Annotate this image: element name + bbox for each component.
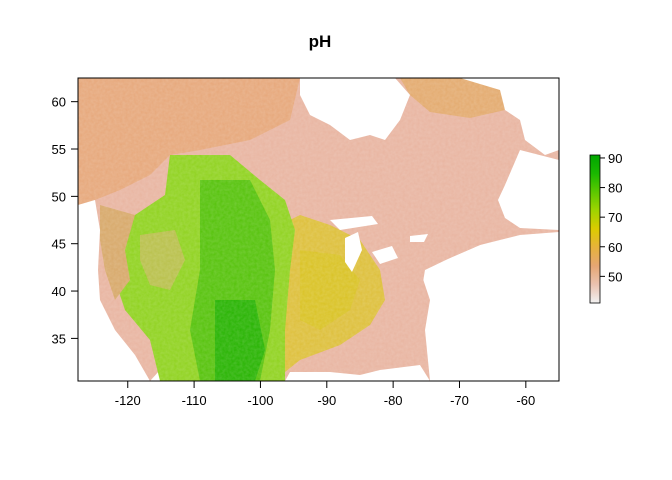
x-tick-label: -80 — [384, 393, 403, 408]
color-legend: 50 60 70 80 90 — [589, 151, 622, 304]
y-tick-label: 60 — [52, 95, 66, 110]
x-tick-label: -100 — [247, 393, 273, 408]
x-tick-label: -110 — [182, 393, 207, 408]
x-tick-label: -120 — [115, 393, 141, 408]
x-tick-label: -60 — [516, 393, 535, 408]
y-tick-label: 50 — [52, 189, 66, 204]
raster-texture — [78, 78, 559, 381]
x-tick-label: -90 — [317, 393, 336, 408]
y-axis: 35 40 45 50 55 60 — [52, 95, 78, 346]
map-title: pH — [309, 32, 332, 51]
legend-tick-label: 70 — [608, 210, 622, 225]
y-tick-label: 55 — [52, 142, 66, 157]
x-tick-label: -70 — [450, 393, 469, 408]
x-axis: -120 -110 -100 -90 -80 -70 -60 — [115, 381, 535, 408]
legend-colorbar — [589, 154, 601, 304]
legend-tick-label: 60 — [608, 240, 622, 255]
y-tick-label: 35 — [52, 331, 66, 346]
legend-tick-label: 50 — [608, 269, 622, 284]
legend-tick-label: 80 — [608, 181, 622, 196]
y-tick-label: 40 — [52, 284, 66, 299]
y-tick-label: 45 — [52, 237, 66, 252]
raster-layer — [78, 78, 559, 381]
legend-tick-label: 90 — [608, 151, 622, 166]
legend-ticks: 50 60 70 80 90 — [600, 151, 622, 284]
plot-frame — [77, 77, 560, 382]
